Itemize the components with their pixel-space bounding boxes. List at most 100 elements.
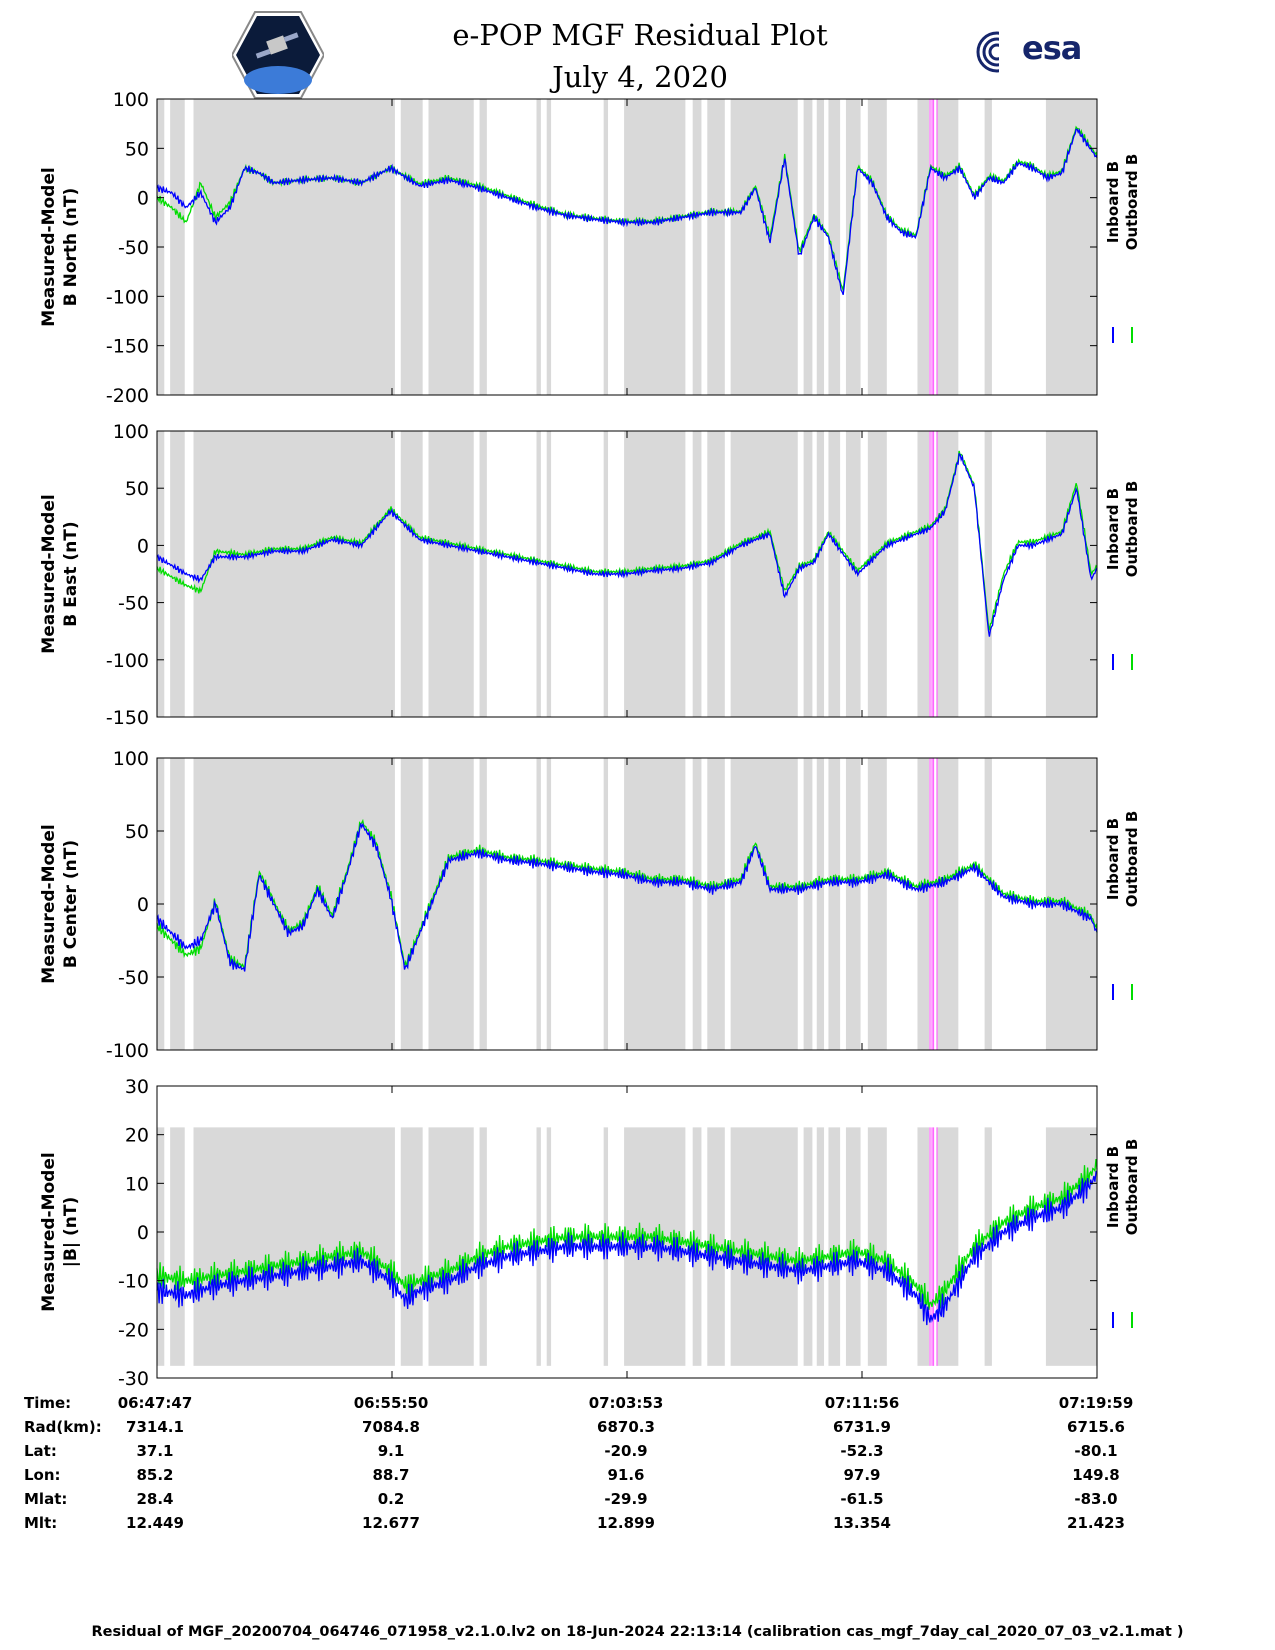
ephemeris-label-radius: Rad(km): bbox=[24, 1418, 102, 1436]
data-gap-shading bbox=[536, 99, 541, 395]
data-gap-shading bbox=[428, 431, 474, 717]
ephemeris-value: -80.1 bbox=[1074, 1442, 1118, 1460]
data-gap-shading bbox=[867, 758, 887, 1050]
data-gap-shading bbox=[917, 758, 930, 1050]
data-gap-shading bbox=[400, 758, 423, 1050]
panel-1: 100 50 0 -50 -100 -150 -200 Measured-Model B Nor… bbox=[39, 89, 1141, 407]
data-gap-shading bbox=[936, 99, 959, 395]
series-line-inboard bbox=[156, 1170, 1098, 1326]
ephemeris-value: -61.5 bbox=[840, 1490, 884, 1508]
ephemeris-value: 149.8 bbox=[1072, 1466, 1120, 1484]
data-gap-shading bbox=[624, 758, 686, 1050]
data-gap-shading bbox=[400, 99, 423, 395]
series-line-inboard bbox=[156, 452, 1098, 637]
y-tick-label: -100 bbox=[106, 286, 149, 308]
data-gap-shading bbox=[603, 758, 609, 1050]
ephemeris-value: 07:11:56 bbox=[824, 1394, 900, 1412]
y-tick-label: -50 bbox=[118, 967, 149, 989]
date-line: July 4, 2020 bbox=[552, 60, 728, 94]
data-gap-shading bbox=[845, 431, 861, 717]
data-gap-shading bbox=[707, 99, 725, 395]
legend-label: Inboard B bbox=[1104, 1146, 1122, 1228]
ephemeris-value: -83.0 bbox=[1074, 1490, 1118, 1508]
data-gap-shading bbox=[546, 99, 552, 395]
data-gap-shading bbox=[479, 758, 487, 1050]
data-gap-shading bbox=[803, 99, 813, 395]
data-gap-shading bbox=[707, 758, 725, 1050]
data-gap-shading bbox=[157, 1127, 165, 1366]
ephemeris-label-time: Time: bbox=[24, 1394, 72, 1412]
series-line-inboard bbox=[156, 128, 1098, 296]
data-gap-shading bbox=[816, 431, 825, 717]
y-tick-label: 50 bbox=[125, 138, 149, 160]
data-gap-shading bbox=[917, 99, 930, 395]
ephemeris-value: 97.9 bbox=[843, 1466, 881, 1484]
y-axis-label: |B| (nT) bbox=[61, 1197, 81, 1268]
ephemeris-label-mlt: Mlt: bbox=[24, 1514, 58, 1532]
ephemeris-value: 37.1 bbox=[136, 1442, 174, 1460]
y-tick-label: -50 bbox=[118, 237, 149, 259]
y-tick-label: -150 bbox=[106, 336, 149, 358]
data-gap-shading bbox=[624, 431, 686, 717]
ephemeris-value: 12.677 bbox=[362, 1514, 420, 1532]
ephemeris-value: -52.3 bbox=[840, 1442, 884, 1460]
footer-caption: Residual of MGF_20200704_064746_071958_v… bbox=[91, 1624, 1184, 1640]
ephemeris-label-lon: Lon: bbox=[24, 1466, 61, 1484]
data-gap-shading bbox=[546, 758, 552, 1050]
legend-label: Inboard B bbox=[1104, 818, 1122, 900]
y-tick-label: -20 bbox=[118, 1319, 149, 1341]
y-tick-label: 100 bbox=[113, 421, 149, 443]
y-tick-label: 100 bbox=[113, 748, 149, 770]
y-tick-label: 0 bbox=[137, 894, 149, 916]
data-gap-shading bbox=[730, 99, 798, 395]
data-gap-shading bbox=[917, 1127, 930, 1366]
data-gap-shading bbox=[936, 431, 959, 717]
legend-label: Outboard B bbox=[1123, 481, 1141, 578]
data-gap-shading bbox=[828, 758, 841, 1050]
data-gap-shading bbox=[828, 99, 841, 395]
legend-label: Inboard B bbox=[1104, 161, 1122, 243]
panel-3: 100 50 0 -50 -100 Measured-Model B Center (nT)… bbox=[39, 748, 1141, 1062]
ephemeris-value: 91.6 bbox=[607, 1466, 645, 1484]
y-axis-label: Measured-Model bbox=[39, 494, 59, 653]
data-gap-shading bbox=[193, 431, 395, 717]
data-gap-shading bbox=[803, 758, 813, 1050]
chart-title: e-POP MGF Residual Plot July 4, 2020 bbox=[300, 14, 980, 98]
data-gap-shading bbox=[692, 758, 702, 1050]
data-gap-shading bbox=[867, 431, 887, 717]
y-tick-label: -10 bbox=[118, 1271, 149, 1293]
panel-4: 30 20 10 0 -10 -20 -30 Measured-Model |B| (nT) In… bbox=[39, 1076, 1141, 1390]
data-gap-shading bbox=[816, 1127, 825, 1366]
data-gap-shading bbox=[170, 431, 185, 717]
ephemeris-value: 28.4 bbox=[136, 1490, 174, 1508]
y-tick-label: 30 bbox=[125, 1076, 149, 1098]
data-gap-shading bbox=[984, 1127, 992, 1366]
ephemeris-value: 13.354 bbox=[833, 1514, 891, 1532]
data-gap-shading bbox=[170, 758, 185, 1050]
ephemeris-value: 85.2 bbox=[136, 1466, 174, 1484]
data-gap-shading bbox=[546, 431, 552, 717]
y-tick-label: 20 bbox=[125, 1125, 149, 1147]
y-tick-label: 0 bbox=[137, 535, 149, 557]
esa-wordmark: esa bbox=[1022, 29, 1082, 67]
data-gap-shading bbox=[917, 431, 930, 717]
cassiope-logo bbox=[230, 10, 326, 100]
legend-label: Outboard B bbox=[1123, 154, 1141, 251]
legend-label: Outboard B bbox=[1123, 811, 1141, 908]
data-gap-shading bbox=[536, 431, 541, 717]
ephemeris-value: 06:47:47 bbox=[117, 1394, 193, 1412]
data-gap-shading bbox=[479, 99, 487, 395]
data-gap-shading bbox=[428, 99, 474, 395]
y-tick-label: 50 bbox=[125, 478, 149, 500]
data-gap-shading bbox=[984, 99, 992, 395]
y-axis-label: Measured-Model bbox=[39, 167, 59, 326]
data-gap-shading bbox=[828, 431, 841, 717]
data-gap-shading bbox=[803, 1127, 813, 1366]
data-gap-shading bbox=[193, 1127, 395, 1366]
data-gap-shading bbox=[428, 1127, 474, 1366]
data-gap-shading bbox=[936, 1127, 959, 1366]
data-gap-shading bbox=[730, 431, 798, 717]
data-gap-shading bbox=[816, 99, 825, 395]
data-gap-shading bbox=[803, 431, 813, 717]
